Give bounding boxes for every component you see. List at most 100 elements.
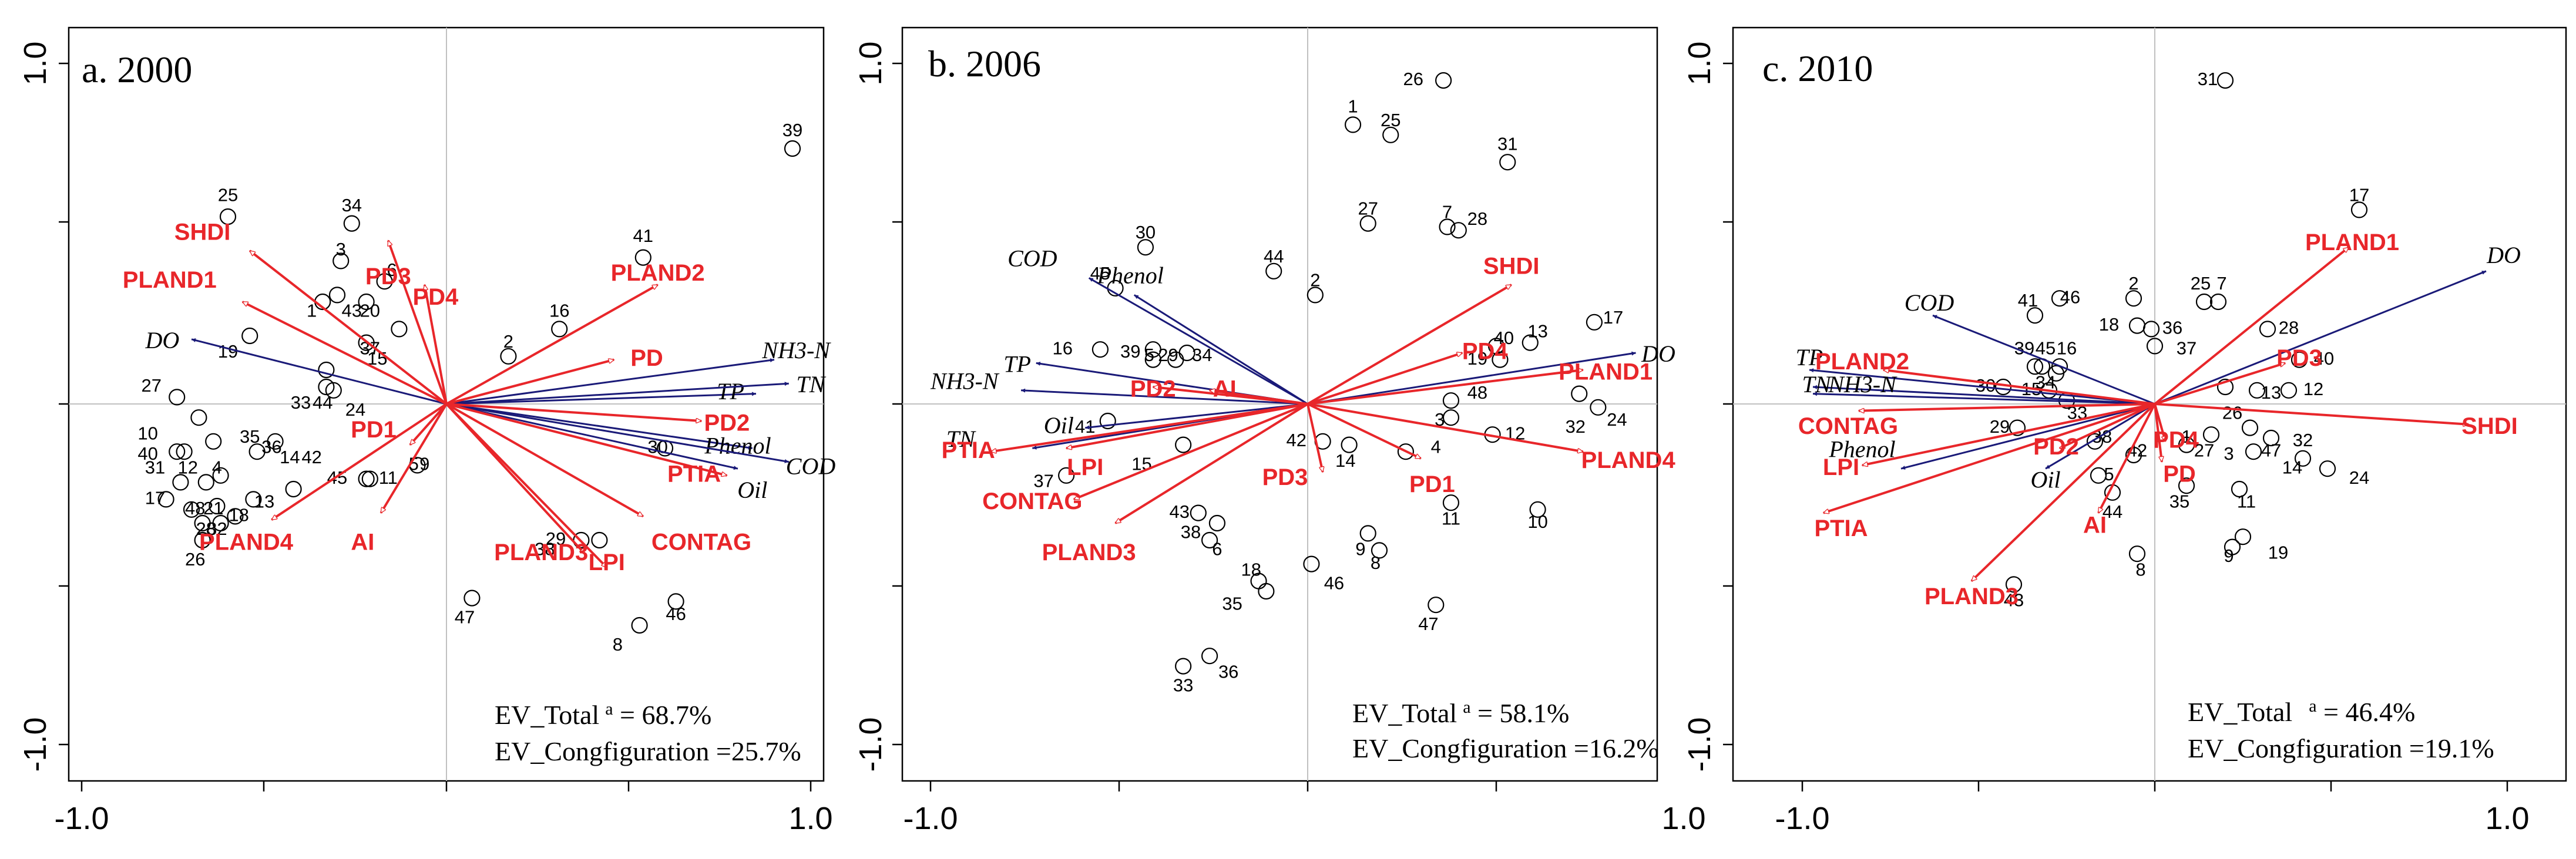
site-label-46: 46 — [1324, 573, 1344, 594]
landscape-arrow-pd4 — [425, 285, 448, 405]
landscape-label-pland1: PLAND1 — [123, 267, 217, 293]
env-label-do: DO — [1641, 341, 1675, 367]
site-label-31: 31 — [145, 457, 165, 477]
site-label-43: 43 — [2004, 590, 2024, 611]
site-point-6 — [376, 273, 393, 290]
site-point-5 — [1144, 351, 1161, 368]
site-label-5: 5 — [2104, 464, 2114, 484]
site-label-26: 26 — [185, 549, 205, 570]
site-point-42 — [2125, 446, 2142, 464]
site-point-25 — [219, 208, 237, 225]
site-label-44: 44 — [1264, 246, 1284, 267]
site-label-26: 26 — [2222, 403, 2242, 423]
site-point-11 — [1442, 494, 1460, 511]
site-point-21 — [209, 497, 226, 515]
landscape-label-contag: CONTAG — [1798, 413, 1898, 439]
landscape-label-ai: AI — [2083, 512, 2107, 538]
landscape-arrow-pland1 — [1307, 370, 1583, 405]
ev-total-text: EV_Total a = 58.1% — [1352, 698, 1569, 728]
site-label-2: 2 — [2128, 273, 2138, 294]
site-point-41 — [1099, 412, 1116, 430]
site-label-9: 9 — [1355, 539, 1365, 560]
site-label-42: 42 — [1286, 430, 1306, 450]
landscape-label-pd3: PD3 — [365, 264, 411, 289]
site-point-38 — [1208, 514, 1226, 532]
site-label-36: 36 — [2162, 318, 2182, 338]
site-label-7: 7 — [2216, 273, 2226, 294]
ev-configuration-text: EV_Congfiguration =19.1% — [2188, 733, 2494, 763]
site-point-15 — [391, 321, 408, 338]
site-label-27: 27 — [1358, 198, 1378, 219]
site-label-34: 34 — [1192, 345, 1212, 365]
panel-title: b. 2006 — [928, 43, 1041, 85]
env-label-cod: COD — [1905, 289, 1954, 316]
site-label-4: 4 — [1431, 437, 1441, 457]
site-point-25 — [2195, 293, 2213, 311]
site-point-15 — [1175, 436, 1192, 453]
site-point-43 — [328, 287, 346, 304]
site-label-40: 40 — [2314, 348, 2334, 369]
env-arrow-phenol — [446, 403, 753, 450]
site-point-11 — [2231, 480, 2248, 498]
site-point-13 — [2248, 382, 2266, 399]
site-label-28: 28 — [1467, 208, 1487, 229]
site-label-19: 19 — [1467, 348, 1487, 369]
site-label-29: 29 — [546, 528, 566, 549]
landscape-label-shdi: SHDI — [1483, 254, 1540, 279]
site-point-47 — [2245, 443, 2262, 460]
env-arrow-cod — [446, 403, 790, 463]
landscape-arrow-pland4 — [271, 403, 448, 521]
ev-total-value: = 58.1% — [1471, 698, 1570, 728]
site-point-41 — [634, 249, 651, 266]
site-point-2 — [1307, 287, 1324, 304]
landscape-label-pland1: PLAND1 — [1559, 359, 1653, 385]
landscape-arrow-shdi — [1307, 284, 1512, 405]
landscape-arrow-ai — [379, 403, 448, 513]
landscape-arrow-ptia — [991, 403, 1308, 452]
y-tick-label-top: 1.0 — [853, 41, 888, 85]
site-label-17: 17 — [1603, 307, 1623, 328]
landscape-arrow-pland3 — [1970, 403, 2156, 582]
site-point-39 — [2026, 358, 2044, 375]
site-point-17 — [2350, 201, 2368, 218]
site-label-47: 47 — [455, 607, 475, 628]
site-label-29: 29 — [1990, 416, 2010, 437]
site-point-8 — [2128, 545, 2146, 562]
env-arrow-nh3-n — [1021, 388, 1308, 405]
site-point-6 — [1201, 531, 1218, 549]
landscape-label-lpi: LPI — [589, 550, 625, 575]
ev-total-label: EV_Total — [495, 700, 599, 730]
env-arrow-oil — [446, 403, 738, 470]
site-point-44 — [318, 361, 335, 379]
landscape-arrow-pland2 — [446, 284, 658, 405]
site-point-32 — [1571, 385, 1588, 402]
env-arrow-tp — [1809, 368, 2155, 405]
landscape-arrow-shdi — [2154, 403, 2468, 425]
y-tick-label-bottom: -1.0 — [18, 717, 53, 772]
site-point-24 — [2319, 460, 2336, 477]
site-label-9: 9 — [2224, 545, 2234, 566]
site-label-17: 17 — [145, 488, 165, 508]
site-label-46: 46 — [2060, 287, 2080, 307]
site-point-28 — [1450, 222, 1467, 239]
site-label-34: 34 — [342, 195, 362, 215]
site-point-31 — [2216, 72, 2234, 89]
site-point-1 — [2178, 436, 2195, 453]
site-point-35 — [1258, 582, 1275, 600]
environment-vectors: COD Phenol TP DO NH3-N Oil TN — [930, 245, 1675, 452]
landscape-label-pland1: PLAND1 — [2305, 230, 2399, 255]
site-point-48 — [1442, 392, 1460, 409]
site-point-34 — [1178, 344, 1195, 362]
site-point-17 — [157, 491, 174, 508]
site-label-3: 3 — [2224, 443, 2234, 464]
site-label-24: 24 — [1607, 409, 1627, 430]
env-label-do: DO — [2486, 242, 2521, 268]
site-label-43: 43 — [1169, 501, 1189, 522]
landscape-arrow-contag — [1074, 403, 1308, 501]
landscape-label-pd1: PD1 — [351, 417, 397, 443]
site-point-37 — [2146, 338, 2164, 355]
site-label-11: 11 — [2237, 491, 2256, 511]
site-point-45 — [285, 480, 302, 498]
site-label-2: 2 — [1310, 270, 1320, 290]
